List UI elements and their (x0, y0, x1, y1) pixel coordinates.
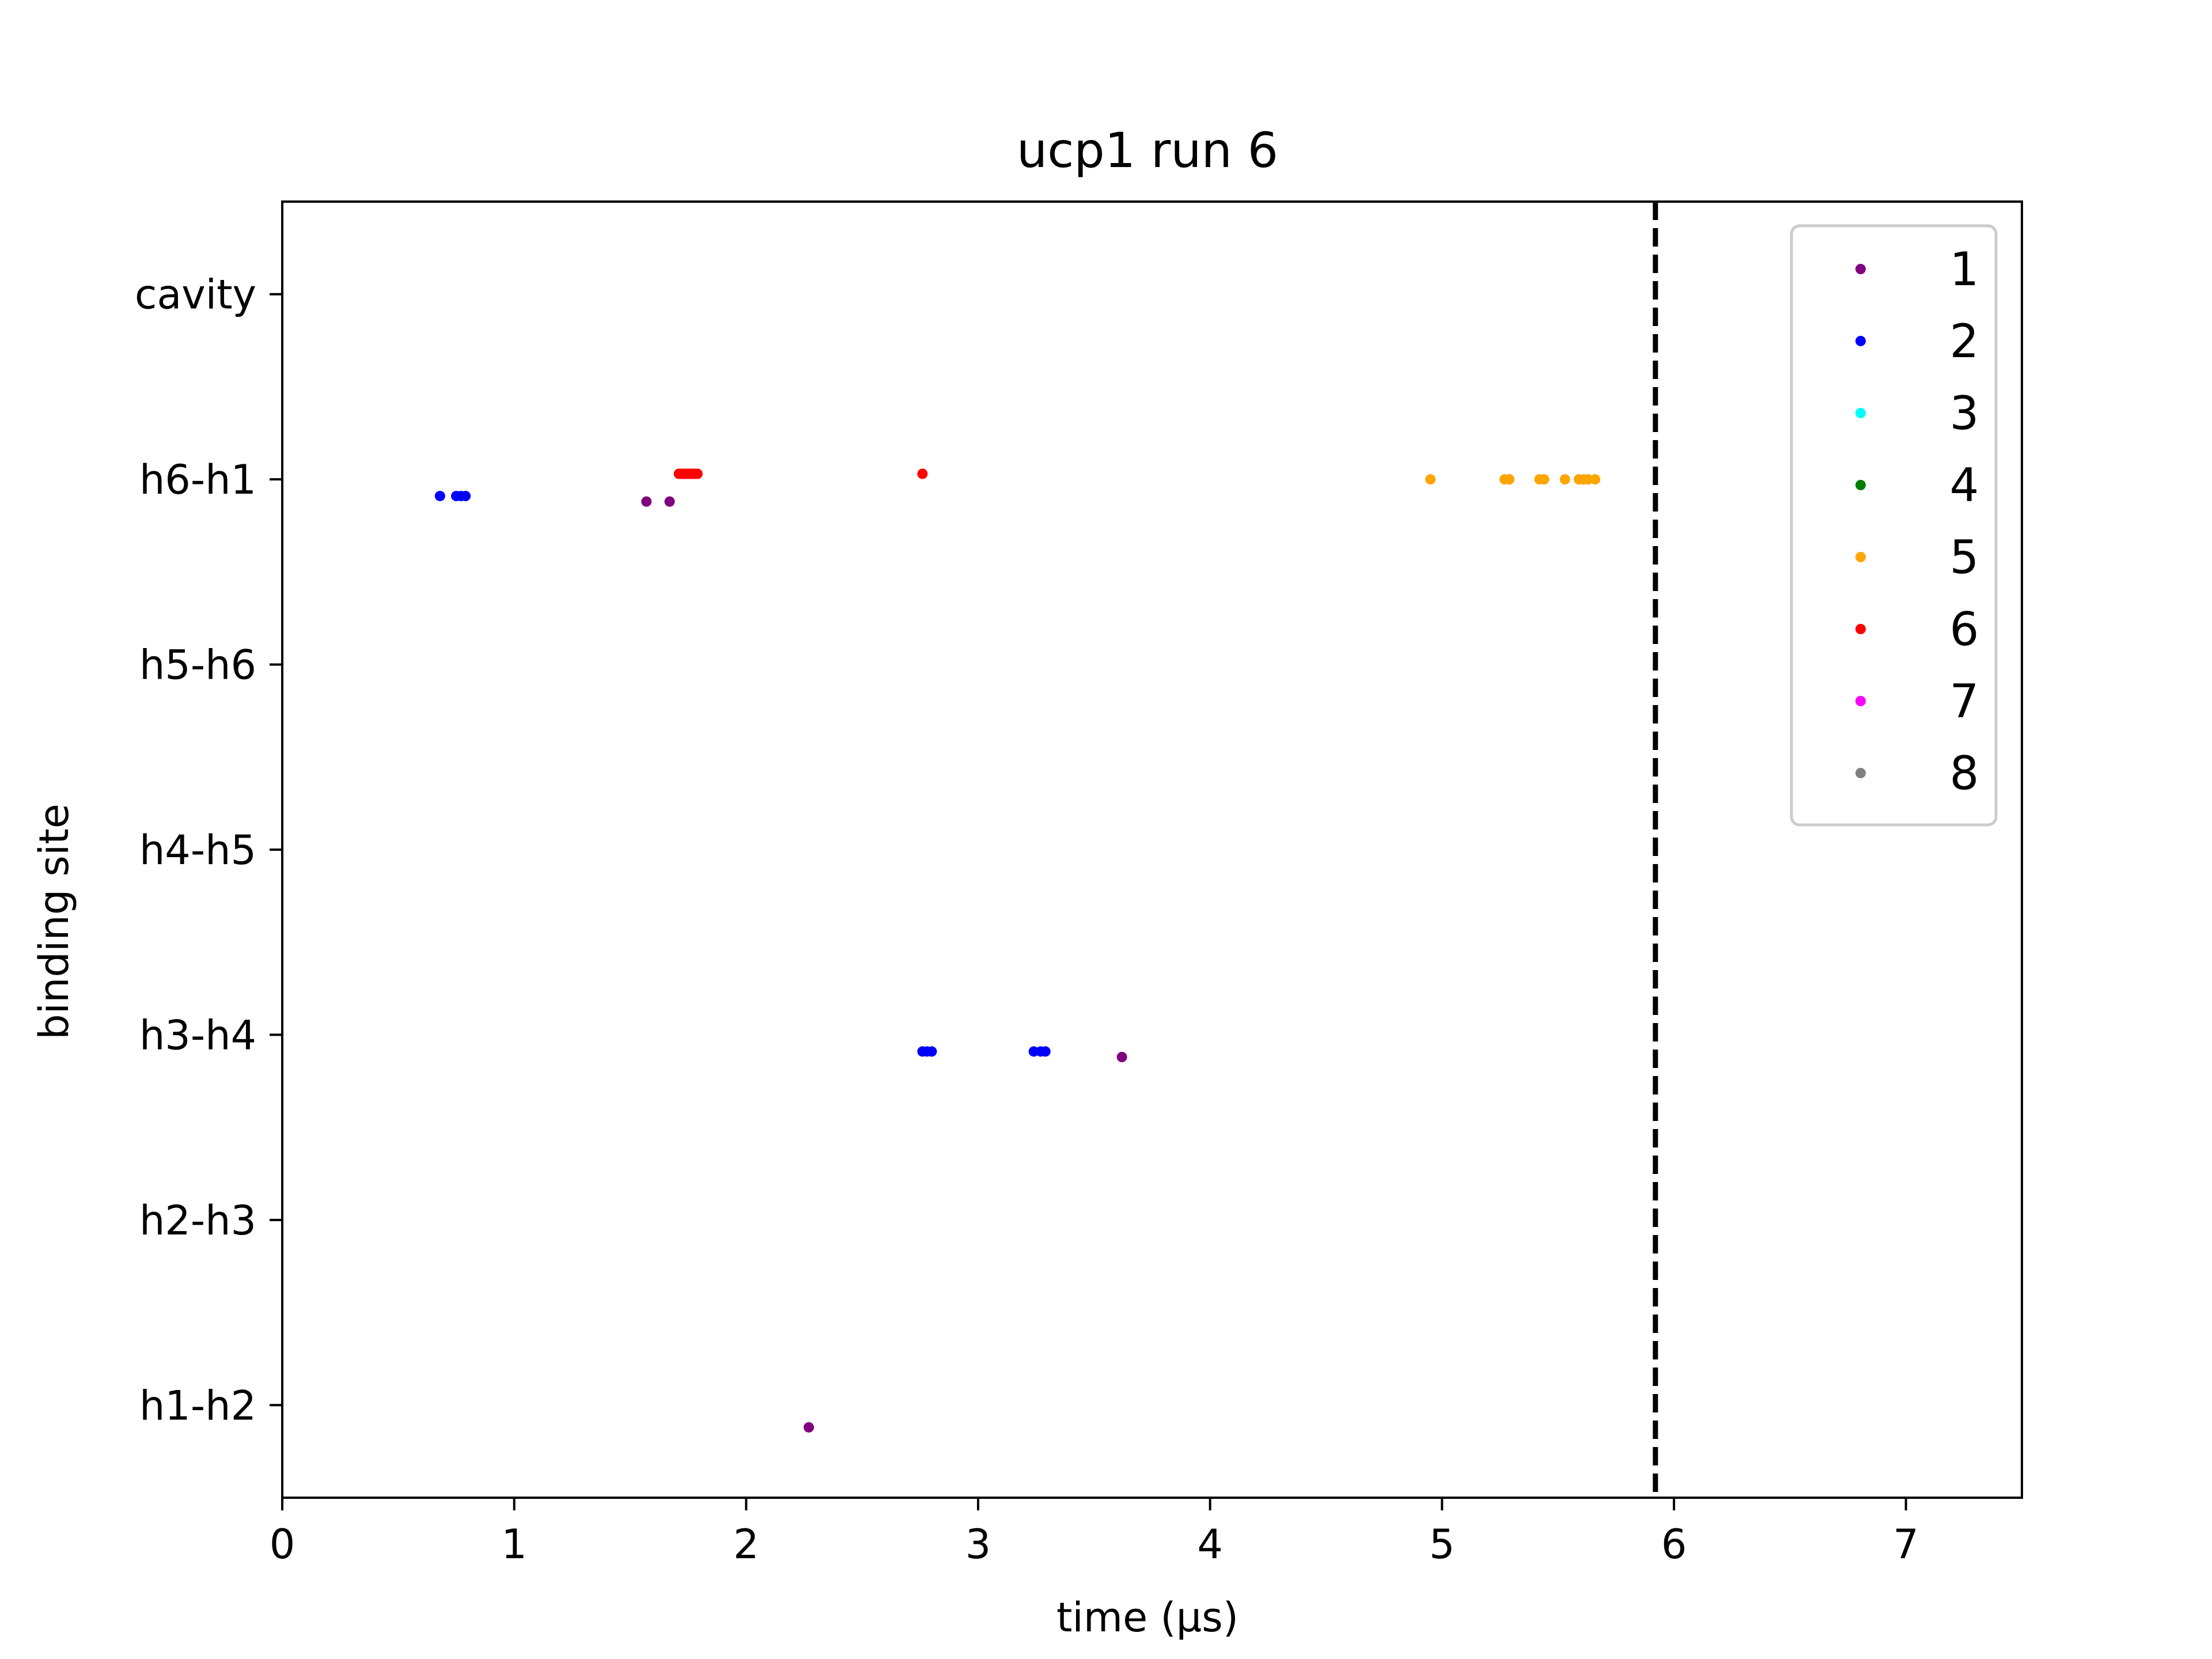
y-tick-label: h4-h5 (139, 827, 256, 874)
x-tick-label: 5 (1429, 1521, 1455, 1568)
data-point-series-2 (460, 491, 471, 502)
legend-box (1790, 224, 1998, 827)
data-point-series-6 (690, 468, 700, 479)
data-point-series-1 (664, 496, 675, 507)
x-tick-label: 4 (1197, 1521, 1223, 1568)
data-point-series-5 (1559, 474, 1570, 485)
legend-marker-7 (1855, 696, 1866, 706)
legend-label-2: 2 (1950, 315, 1979, 368)
data-point-series-2 (1040, 1046, 1051, 1057)
legend-label-1: 1 (1950, 243, 1979, 296)
y-tick-label: h6-h1 (139, 456, 256, 503)
y-tick-label: cavity (135, 271, 256, 319)
y-axis-label: binding site (31, 804, 78, 1040)
chart-title: ucp1 run 6 (1017, 122, 1278, 179)
data-point-series-1 (804, 1422, 815, 1433)
legend-marker-2 (1855, 336, 1866, 346)
legend-marker-8 (1855, 768, 1866, 778)
legend-marker-4 (1855, 480, 1866, 490)
y-tick-label: h5-h6 (139, 642, 256, 689)
data-point-series-2 (434, 491, 445, 502)
legend-marker-3 (1855, 408, 1866, 418)
x-tick-label: 3 (965, 1521, 991, 1568)
legend-label-5: 5 (1950, 531, 1979, 584)
data-point-series-5 (1504, 474, 1515, 485)
legend-label-3: 3 (1950, 387, 1979, 440)
data-point-series-5 (1590, 474, 1601, 485)
legend-marker-6 (1855, 624, 1866, 634)
y-tick-label: h3-h4 (139, 1012, 256, 1059)
y-tick-label: h1-h2 (139, 1382, 256, 1429)
x-tick-label: 7 (1893, 1521, 1919, 1568)
x-tick-label: 6 (1661, 1521, 1687, 1568)
legend-marker-1 (1855, 264, 1866, 274)
data-point-series-6 (917, 468, 928, 479)
legend-label-4: 4 (1950, 459, 1979, 512)
x-tick-label: 0 (270, 1521, 296, 1568)
legend-label-6: 6 (1950, 603, 1979, 656)
x-tick-label: 2 (733, 1521, 759, 1568)
plot-area: 0 1 2 3 4 5 6 7 h1-h2 h2-h3 h3-h4 h4-h5 h5-h6 h6-h1 ca… (135, 200, 2023, 1568)
legend-marker-5 (1855, 552, 1866, 562)
legend-label-8: 8 (1950, 747, 1979, 800)
y-tick-label: h2-h3 (139, 1197, 256, 1244)
x-tick-label: 1 (501, 1521, 527, 1568)
data-point-series-1 (1116, 1052, 1127, 1062)
data-point-series-1 (641, 496, 652, 507)
data-point-series-5 (1539, 474, 1550, 485)
data-point-series-5 (1425, 474, 1436, 485)
data-point-series-2 (926, 1046, 937, 1057)
legend-label-7: 7 (1950, 675, 1979, 728)
x-axis-label: time (μs) (1056, 1594, 1238, 1641)
